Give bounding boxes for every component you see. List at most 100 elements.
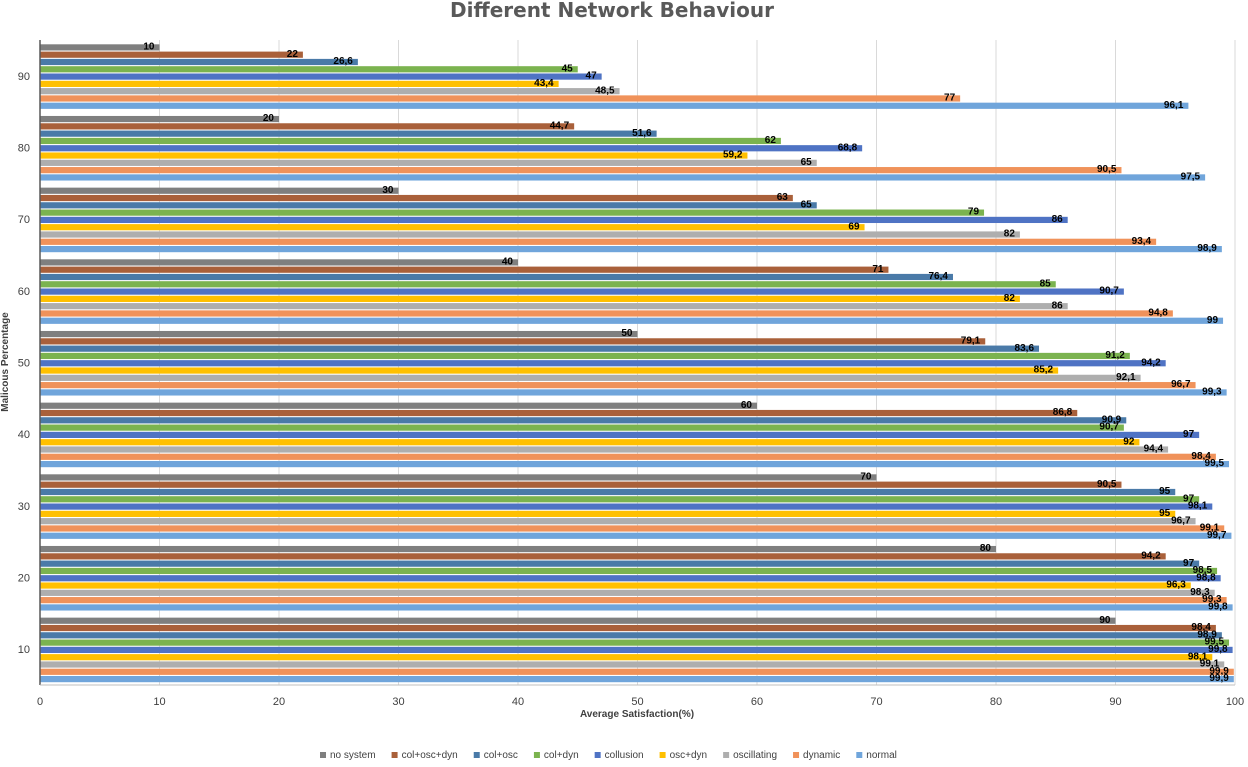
data-label: 94,2 — [1141, 550, 1161, 561]
legend-swatch — [533, 752, 540, 758]
data-label: 80 — [980, 543, 992, 554]
bar — [40, 624, 1216, 632]
bar — [40, 545, 996, 553]
bar — [40, 266, 889, 273]
bar — [40, 389, 1227, 396]
data-label: 99,3 — [1202, 594, 1222, 605]
axes-group: 0 10 20 30 40 50 60 70 80 90 100 90 80 70 60 50 40 30 20 10 — [18, 40, 1244, 708]
bar — [40, 102, 1189, 109]
y-tick-label: 60 — [18, 286, 30, 298]
data-label: 92 — [1123, 436, 1135, 447]
data-label: 90 — [1099, 615, 1111, 626]
x-tick-label: 30 — [392, 696, 404, 708]
x-tick-label: 0 — [37, 696, 43, 708]
x-tick-label: 100 — [1226, 696, 1244, 708]
data-label: 85 — [1040, 278, 1052, 289]
data-label: 43,4 — [534, 78, 554, 89]
data-label: 45 — [562, 63, 574, 74]
data-label: 83,6 — [1015, 343, 1035, 354]
data-label: 48,5 — [595, 85, 615, 96]
bar — [40, 510, 1176, 517]
bar — [40, 295, 1020, 302]
data-label: 90,5 — [1097, 164, 1117, 175]
bar — [40, 73, 602, 80]
bar — [40, 481, 1122, 488]
data-label: 99,8 — [1208, 644, 1228, 655]
data-label: 86 — [1052, 300, 1064, 311]
data-label: 99,7 — [1207, 530, 1227, 541]
legend-swatch — [723, 752, 730, 758]
data-label: 85,2 — [1034, 365, 1054, 376]
legend-label: collusion — [605, 750, 644, 761]
bar — [40, 503, 1213, 510]
y-tick-label: 90 — [18, 71, 30, 83]
bar — [40, 617, 1116, 624]
data-label: 99,5 — [1205, 637, 1225, 648]
data-label: 96,7 — [1171, 515, 1191, 526]
data-label: 44,7 — [550, 120, 570, 131]
data-label: 96,7 — [1171, 379, 1191, 390]
data-label: 90,7 — [1099, 286, 1119, 297]
legend-swatch — [856, 752, 863, 758]
data-label: 98,1 — [1188, 501, 1208, 512]
legend-swatch — [473, 752, 480, 758]
bar — [40, 259, 518, 266]
data-label: 69 — [848, 221, 860, 232]
chart-title: Different Network Behaviour — [450, 0, 774, 22]
bar — [40, 525, 1225, 532]
data-label: 95 — [1159, 486, 1171, 497]
data-label: 94,8 — [1148, 308, 1168, 319]
data-label: 47 — [586, 71, 598, 82]
data-label: 40 — [502, 257, 514, 268]
bar — [40, 367, 1059, 374]
bar — [40, 338, 986, 345]
data-label: 97,5 — [1181, 172, 1201, 183]
bar — [40, 187, 399, 194]
bar — [40, 330, 638, 338]
data-label: 90,5 — [1097, 479, 1117, 490]
data-label: 99 — [1207, 315, 1219, 326]
data-label: 98,8 — [1196, 572, 1216, 583]
bar — [40, 424, 1124, 431]
legend-swatch — [793, 752, 800, 758]
data-label: 99,1 — [1200, 659, 1220, 670]
bar — [40, 402, 757, 409]
legend-swatch — [320, 752, 326, 758]
bar — [40, 409, 1078, 417]
x-tick-label: 60 — [751, 696, 763, 708]
data-label: 82 — [1004, 293, 1016, 304]
data-label: 98,3 — [1190, 587, 1210, 598]
legend-label: no system — [330, 750, 376, 761]
bar — [40, 604, 1233, 611]
data-label: 96,1 — [1164, 100, 1184, 111]
data-label: 98,5 — [1193, 565, 1213, 576]
data-label: 22 — [287, 49, 299, 60]
legend-label: oscillating — [733, 750, 777, 761]
data-label: 99,1 — [1200, 523, 1220, 534]
bar — [40, 317, 1224, 324]
data-label: 59,2 — [723, 150, 743, 161]
data-label: 93,4 — [1132, 236, 1152, 247]
bar — [40, 431, 1200, 439]
bar — [40, 488, 1176, 496]
bar — [40, 130, 657, 137]
bar — [40, 518, 1196, 525]
data-labels-group: 10 22 26,6 45 47 43,4 48,5 77 96,1 20 44,7 51,6 62 68… — [143, 42, 1229, 685]
bar — [40, 245, 1222, 253]
bar — [40, 58, 358, 66]
bar — [40, 238, 1157, 245]
bar — [40, 439, 1140, 446]
bar — [40, 360, 1166, 367]
data-label: 96,3 — [1166, 580, 1186, 591]
bar — [40, 474, 877, 481]
data-label: 68,8 — [838, 142, 858, 153]
bar — [40, 639, 1230, 646]
x-tick-label: 20 — [273, 696, 285, 708]
bar — [40, 273, 953, 281]
bar — [40, 675, 1234, 683]
bar — [40, 532, 1232, 539]
bar — [40, 44, 160, 51]
data-label: 63 — [777, 192, 789, 203]
y-tick-label: 70 — [18, 214, 30, 226]
legend-label: col+osc+dyn — [402, 750, 458, 761]
